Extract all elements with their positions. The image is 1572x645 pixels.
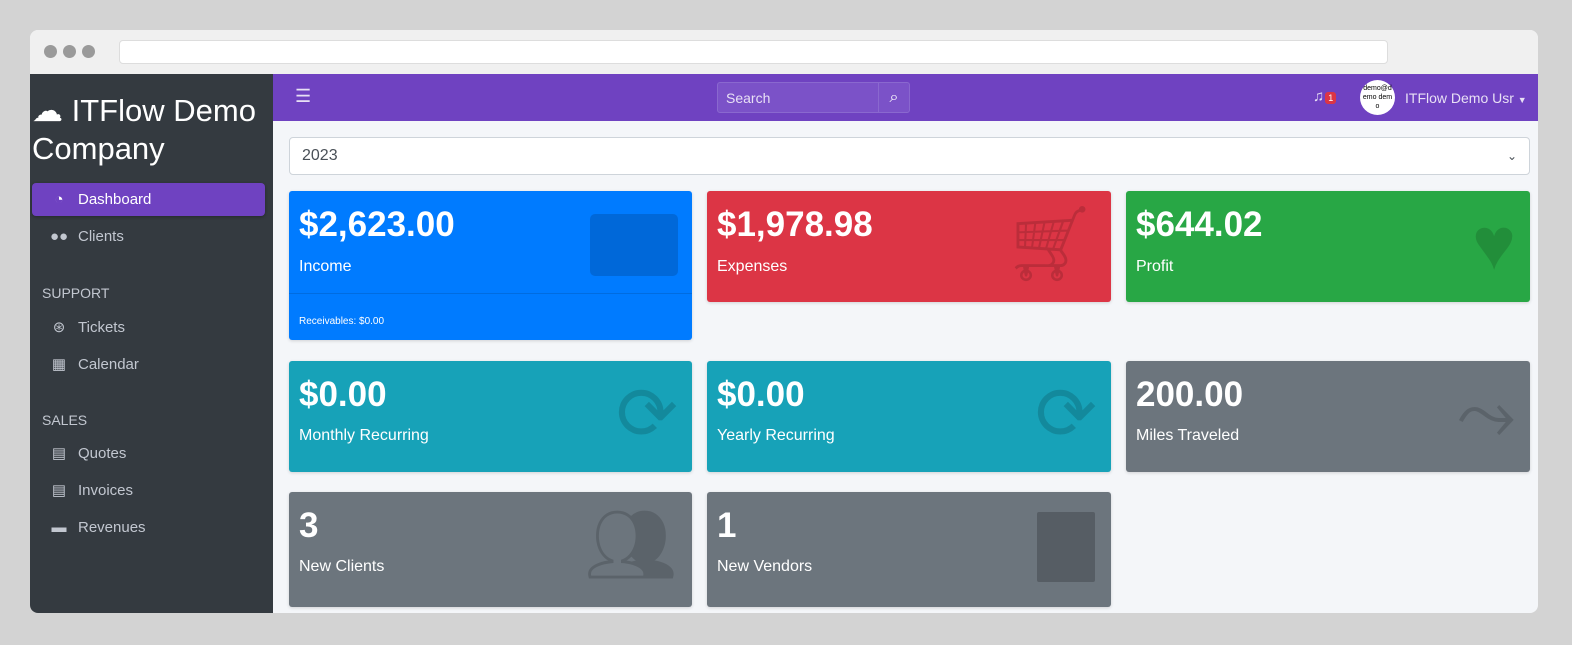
sales-header: SALES [42,412,88,428]
users-icon: 👥︎ [584,503,678,586]
sync-icon: ⟳ [615,372,678,455]
new-vendors-value: 1 [717,506,737,545]
file-invoice-icon: ▤ [51,481,67,499]
credit-card-icon [590,214,678,276]
browser-chrome [30,30,1538,74]
miles-traveled-card[interactable]: 200.00 Miles Traveled ⤳ [1126,361,1530,472]
monthly-recurring-value: $0.00 [299,375,387,414]
sidebar-item-label: Clients [78,228,124,245]
browser-window: ☁ ITFlow Demo Company ◔ Dashboard ●● Clien… [30,30,1538,613]
expenses-card[interactable]: $1,978.98 Expenses 🛒︎ [707,191,1111,302]
profit-card[interactable]: $644.02 Profit ♥ [1126,191,1530,302]
yearly-recurring-value: $0.00 [717,375,805,414]
bell-icon: ♫ [1313,88,1325,105]
user-menu[interactable]: ITFlow Demo Usr ▼ [1405,90,1527,106]
new-clients-label: New Clients [299,558,385,575]
monthly-recurring-card[interactable]: $0.00 Monthly Recurring ⟳ [289,361,692,472]
sidebar: ☁ ITFlow Demo Company ◔ Dashboard ●● Clien… [30,74,273,613]
income-card[interactable]: $2,623.00 Income Receivables: $0.00 [289,191,692,340]
sidebar-item-label: Invoices [78,482,134,499]
sync-icon: ⟳ [1034,372,1097,455]
file-quote-icon: ▤ [51,444,67,462]
notifications-button[interactable]: ♫ 1 [1313,88,1337,105]
miles-value: 200.00 [1136,375,1244,414]
heart-icon: ♥ [1472,202,1516,285]
income-label: Income [299,258,352,275]
cloud-icon: ☁ [32,93,63,128]
sidebar-item-quotes[interactable]: ▤ Quotes [32,437,265,470]
new-clients-card[interactable]: 3 New Clients 👥︎ [289,492,692,607]
life-ring-icon: ⊛ [52,318,66,336]
expenses-label: Expenses [717,258,788,275]
users-icon: ●● [49,227,69,245]
income-value: $2,623.00 [299,205,455,244]
tachometer-icon: ◔ [54,190,64,208]
sidebar-item-label: Quotes [78,445,127,462]
sidebar-item-label: Calendar [78,356,139,373]
search-input[interactable] [718,83,878,112]
year-select-value: 2023 [302,147,338,164]
sidebar-item-revenues[interactable]: ▬ Revenues [32,511,265,544]
sidebar-item-calendar[interactable]: ▦ Calendar [32,348,265,381]
credit-card-icon: ▬ [51,518,67,536]
profit-value: $644.02 [1136,205,1263,244]
new-vendors-card[interactable]: 1 New Vendors [707,492,1111,607]
expenses-value: $1,978.98 [717,205,873,244]
brand[interactable]: ☁ ITFlow Demo Company [32,92,272,168]
search-icon: ⌕ [889,88,899,106]
new-clients-value: 3 [299,506,319,545]
sidebar-item-clients[interactable]: ●● Clients [32,220,265,253]
route-icon: ⤳ [1456,372,1516,455]
window-maximize-dot[interactable] [82,45,95,58]
search-button[interactable]: ⌕ [878,83,909,112]
avatar[interactable]: demo@demo demo [1360,80,1395,115]
sidebar-item-dashboard[interactable]: ◔ Dashboard [32,183,265,216]
year-select[interactable]: 2023 ⌄ [289,137,1530,175]
menu-toggle-icon[interactable]: ☰ [295,86,312,106]
user-name: ITFlow Demo Usr [1405,90,1514,106]
sidebar-item-tickets[interactable]: ⊛ Tickets [32,311,265,344]
address-bar[interactable] [119,40,1388,64]
sidebar-item-label: Tickets [78,319,125,336]
support-header: SUPPORT [42,285,110,301]
caret-down-icon: ▼ [1517,95,1527,105]
calendar-icon: ▦ [51,355,67,373]
new-vendors-label: New Vendors [717,558,813,575]
window-minimize-dot[interactable] [63,45,76,58]
sidebar-item-invoices[interactable]: ▤ Invoices [32,474,265,507]
receivables-text: Receivables: $0.00 [299,316,385,327]
top-navbar: ☰ ⌕ ♫1 demo@demo demo ITFlow Demo Usr ▼ [273,74,1538,121]
profit-label: Profit [1136,258,1174,275]
sidebar-item-label: Dashboard [78,191,152,208]
sidebar-item-label: Revenues [78,519,146,536]
brand-name: ITFlow Demo Company [32,93,256,166]
yearly-recurring-card[interactable]: $0.00 Yearly Recurring ⟳ [707,361,1111,472]
building-icon [1037,512,1095,582]
search-form: ⌕ [717,82,910,113]
monthly-recurring-label: Monthly Recurring [299,427,429,444]
chevron-down-icon: ⌄ [1506,149,1517,163]
window-close-dot[interactable] [44,45,57,58]
miles-label: Miles Traveled [1136,427,1240,444]
notification-badge: 1 [1325,92,1337,104]
cart-icon: 🛒︎ [1003,202,1097,285]
yearly-recurring-label: Yearly Recurring [717,427,835,444]
